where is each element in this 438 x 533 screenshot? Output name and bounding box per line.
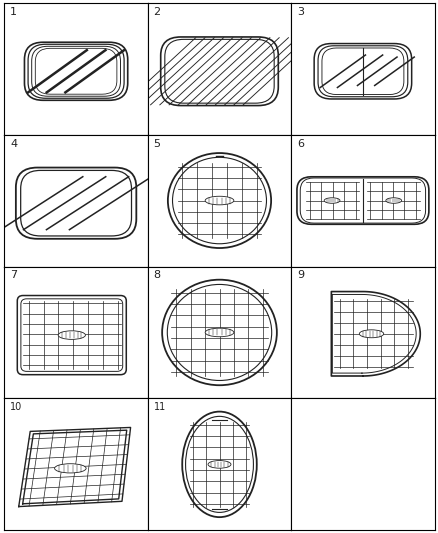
Ellipse shape [205, 328, 233, 337]
Text: 4: 4 [10, 139, 17, 149]
Ellipse shape [358, 330, 383, 338]
Text: 6: 6 [296, 139, 303, 149]
Text: 7: 7 [10, 270, 17, 280]
Text: 1: 1 [10, 6, 17, 17]
Text: 5: 5 [153, 139, 160, 149]
Ellipse shape [205, 196, 233, 205]
Text: 11: 11 [153, 402, 166, 413]
Text: 8: 8 [153, 270, 160, 280]
Ellipse shape [58, 331, 85, 340]
Text: 9: 9 [296, 270, 304, 280]
Text: 2: 2 [153, 6, 160, 17]
Ellipse shape [54, 464, 86, 473]
Text: 3: 3 [296, 6, 303, 17]
Ellipse shape [208, 461, 230, 468]
Ellipse shape [323, 198, 339, 203]
Ellipse shape [385, 198, 401, 203]
Text: 10: 10 [10, 402, 22, 413]
